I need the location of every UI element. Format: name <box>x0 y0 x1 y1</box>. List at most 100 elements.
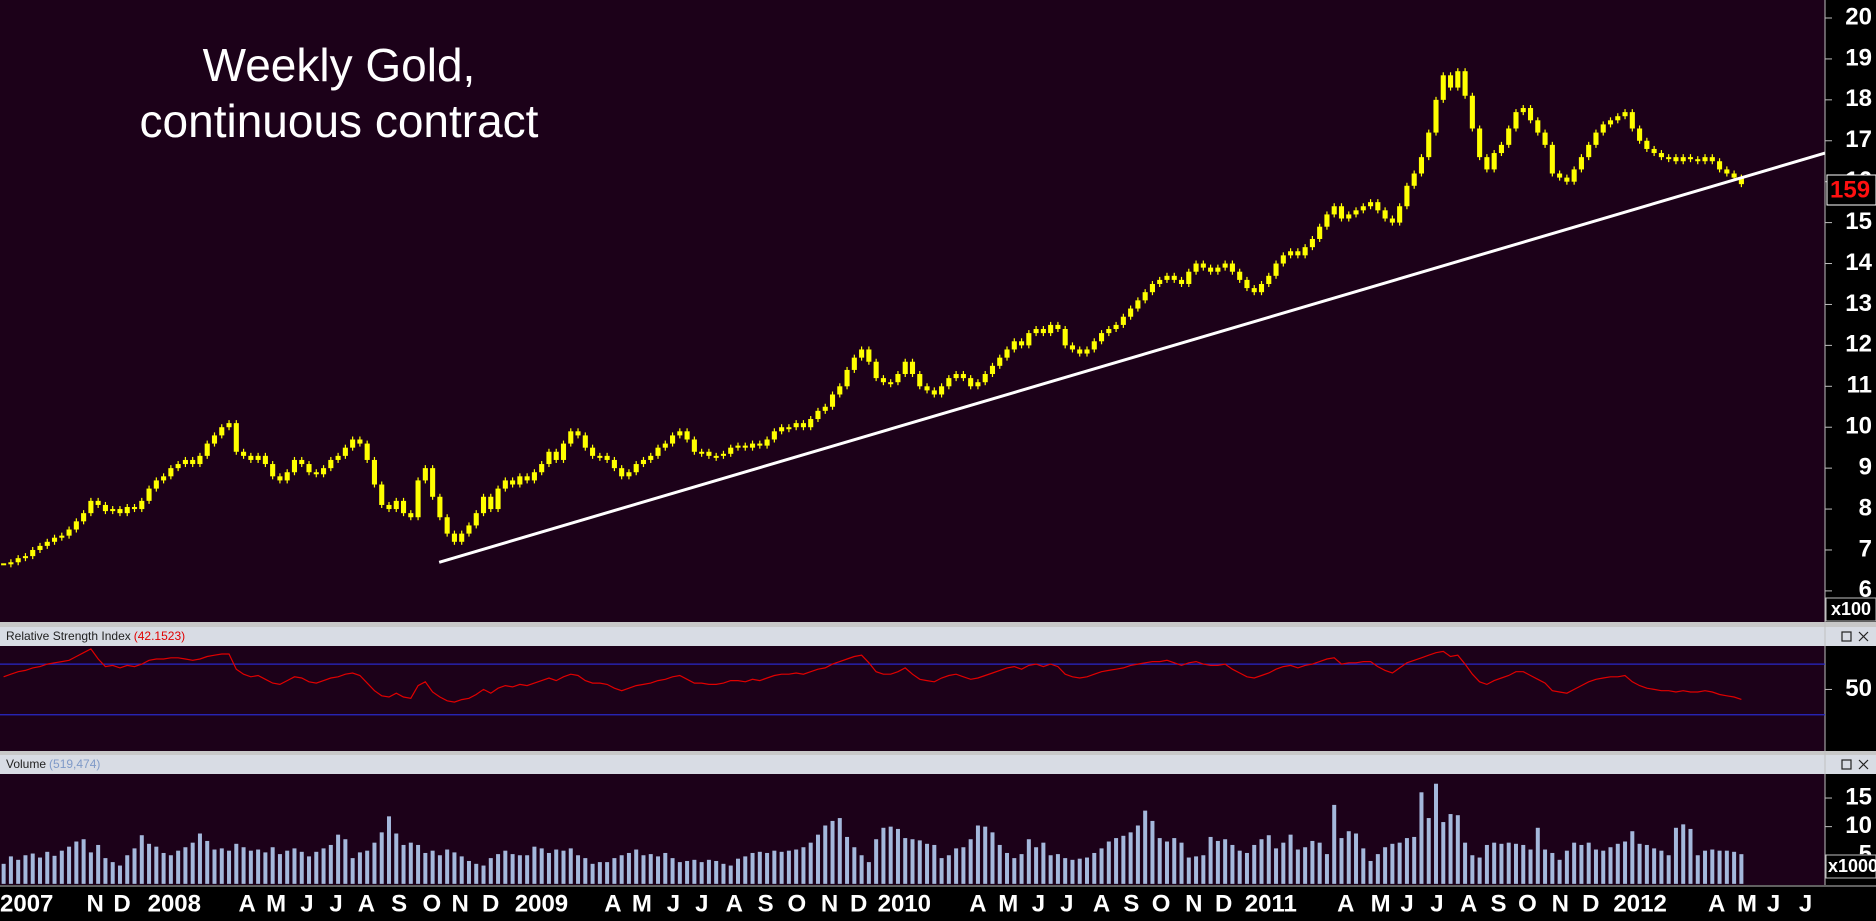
volume-bar <box>1513 843 1518 884</box>
x-tick-label: M <box>998 890 1018 917</box>
volume-bar <box>619 855 624 884</box>
volume-bar <box>445 849 450 884</box>
volume-bar <box>321 848 326 884</box>
volume-bar <box>932 844 937 884</box>
volume-bar <box>656 856 661 884</box>
candle <box>931 390 937 395</box>
y-tick-label: 14 <box>1845 249 1872 276</box>
volume-bar <box>1564 850 1569 884</box>
volume-bar <box>88 852 93 884</box>
restore-button[interactable] <box>1841 759 1852 770</box>
candle <box>139 500 145 510</box>
candle <box>1455 71 1461 88</box>
volume-bar <box>845 836 850 884</box>
candle <box>1542 132 1548 145</box>
candle <box>1113 324 1119 330</box>
candle <box>1193 263 1199 272</box>
x-tick-label: D <box>850 890 867 917</box>
volume-bar <box>1426 818 1431 884</box>
volume-bar <box>343 839 348 884</box>
candle <box>262 455 268 465</box>
volume-bar <box>975 825 980 884</box>
candle <box>648 455 654 460</box>
volume-bar <box>1310 840 1315 884</box>
candle <box>168 468 174 477</box>
x-tick-label: O <box>1152 890 1171 917</box>
volume-bar <box>161 852 166 884</box>
candle <box>844 369 850 387</box>
candle <box>568 431 574 444</box>
volume-bar <box>1106 841 1111 884</box>
candle <box>757 443 763 446</box>
volume-bar <box>888 826 893 884</box>
candle <box>859 349 865 358</box>
volume-bar <box>103 858 108 884</box>
volume-bar <box>910 839 915 884</box>
volume-bar <box>517 855 522 884</box>
volume-bar <box>612 858 617 884</box>
candle <box>1200 263 1206 268</box>
volume-bar <box>45 851 50 884</box>
candle <box>1258 283 1265 293</box>
candle <box>270 464 276 477</box>
volume-bar <box>866 862 871 884</box>
volume-title-value: (519,474) <box>49 757 100 771</box>
volume-bar <box>52 855 57 884</box>
candle <box>1418 157 1425 174</box>
x-tick-label: A <box>1460 890 1477 917</box>
candle <box>531 472 537 481</box>
rsi-title-text: Relative Strength Index <box>6 629 131 643</box>
volume-bar <box>117 865 122 884</box>
x-tick-label: S <box>1123 890 1139 917</box>
last-price-box <box>1826 174 1876 206</box>
volume-bar <box>699 862 704 884</box>
candle <box>1149 283 1155 293</box>
volume-bar <box>1593 849 1598 884</box>
volume-bar <box>997 844 1002 884</box>
volume-bar <box>670 858 675 884</box>
x-tick-label: J <box>329 890 342 917</box>
volume-bar <box>561 850 566 884</box>
candle <box>1433 99 1439 133</box>
candle <box>248 455 254 460</box>
volume-bar <box>1615 843 1620 884</box>
volume-bar <box>823 825 828 884</box>
volume-bar <box>525 855 530 884</box>
candle <box>1389 218 1395 223</box>
volume-bar <box>626 852 631 884</box>
candle <box>117 509 123 514</box>
candle <box>277 476 283 481</box>
volume-bar <box>183 847 188 884</box>
candle <box>1178 279 1185 284</box>
candle <box>37 545 43 550</box>
x-tick-label: O <box>1518 890 1537 917</box>
y-multiplier: x100 <box>1831 599 1871 619</box>
y-tick-label: 50 <box>1845 675 1872 702</box>
candle <box>102 504 108 512</box>
volume-bar <box>1179 842 1184 884</box>
candle <box>960 374 966 379</box>
x-tick-label: J <box>1060 890 1073 917</box>
candle <box>1535 120 1541 133</box>
candle <box>1527 108 1534 121</box>
candle <box>1637 128 1643 141</box>
close-button[interactable] <box>1858 759 1869 770</box>
candle <box>175 464 181 469</box>
volume-bar <box>299 851 304 884</box>
candle <box>8 562 14 565</box>
candle <box>1440 75 1446 100</box>
price-panel <box>0 0 1825 622</box>
restore-button[interactable] <box>1841 631 1852 642</box>
volume-bar <box>815 834 820 884</box>
x-tick-label: M <box>266 890 286 917</box>
volume-bar <box>1063 858 1068 884</box>
candle <box>1171 275 1177 280</box>
candle <box>684 431 690 440</box>
x-tick-label: N <box>1185 890 1202 917</box>
volume-bar <box>1295 849 1300 884</box>
close-button[interactable] <box>1858 631 1869 642</box>
candle <box>829 394 836 407</box>
candle <box>735 445 741 448</box>
